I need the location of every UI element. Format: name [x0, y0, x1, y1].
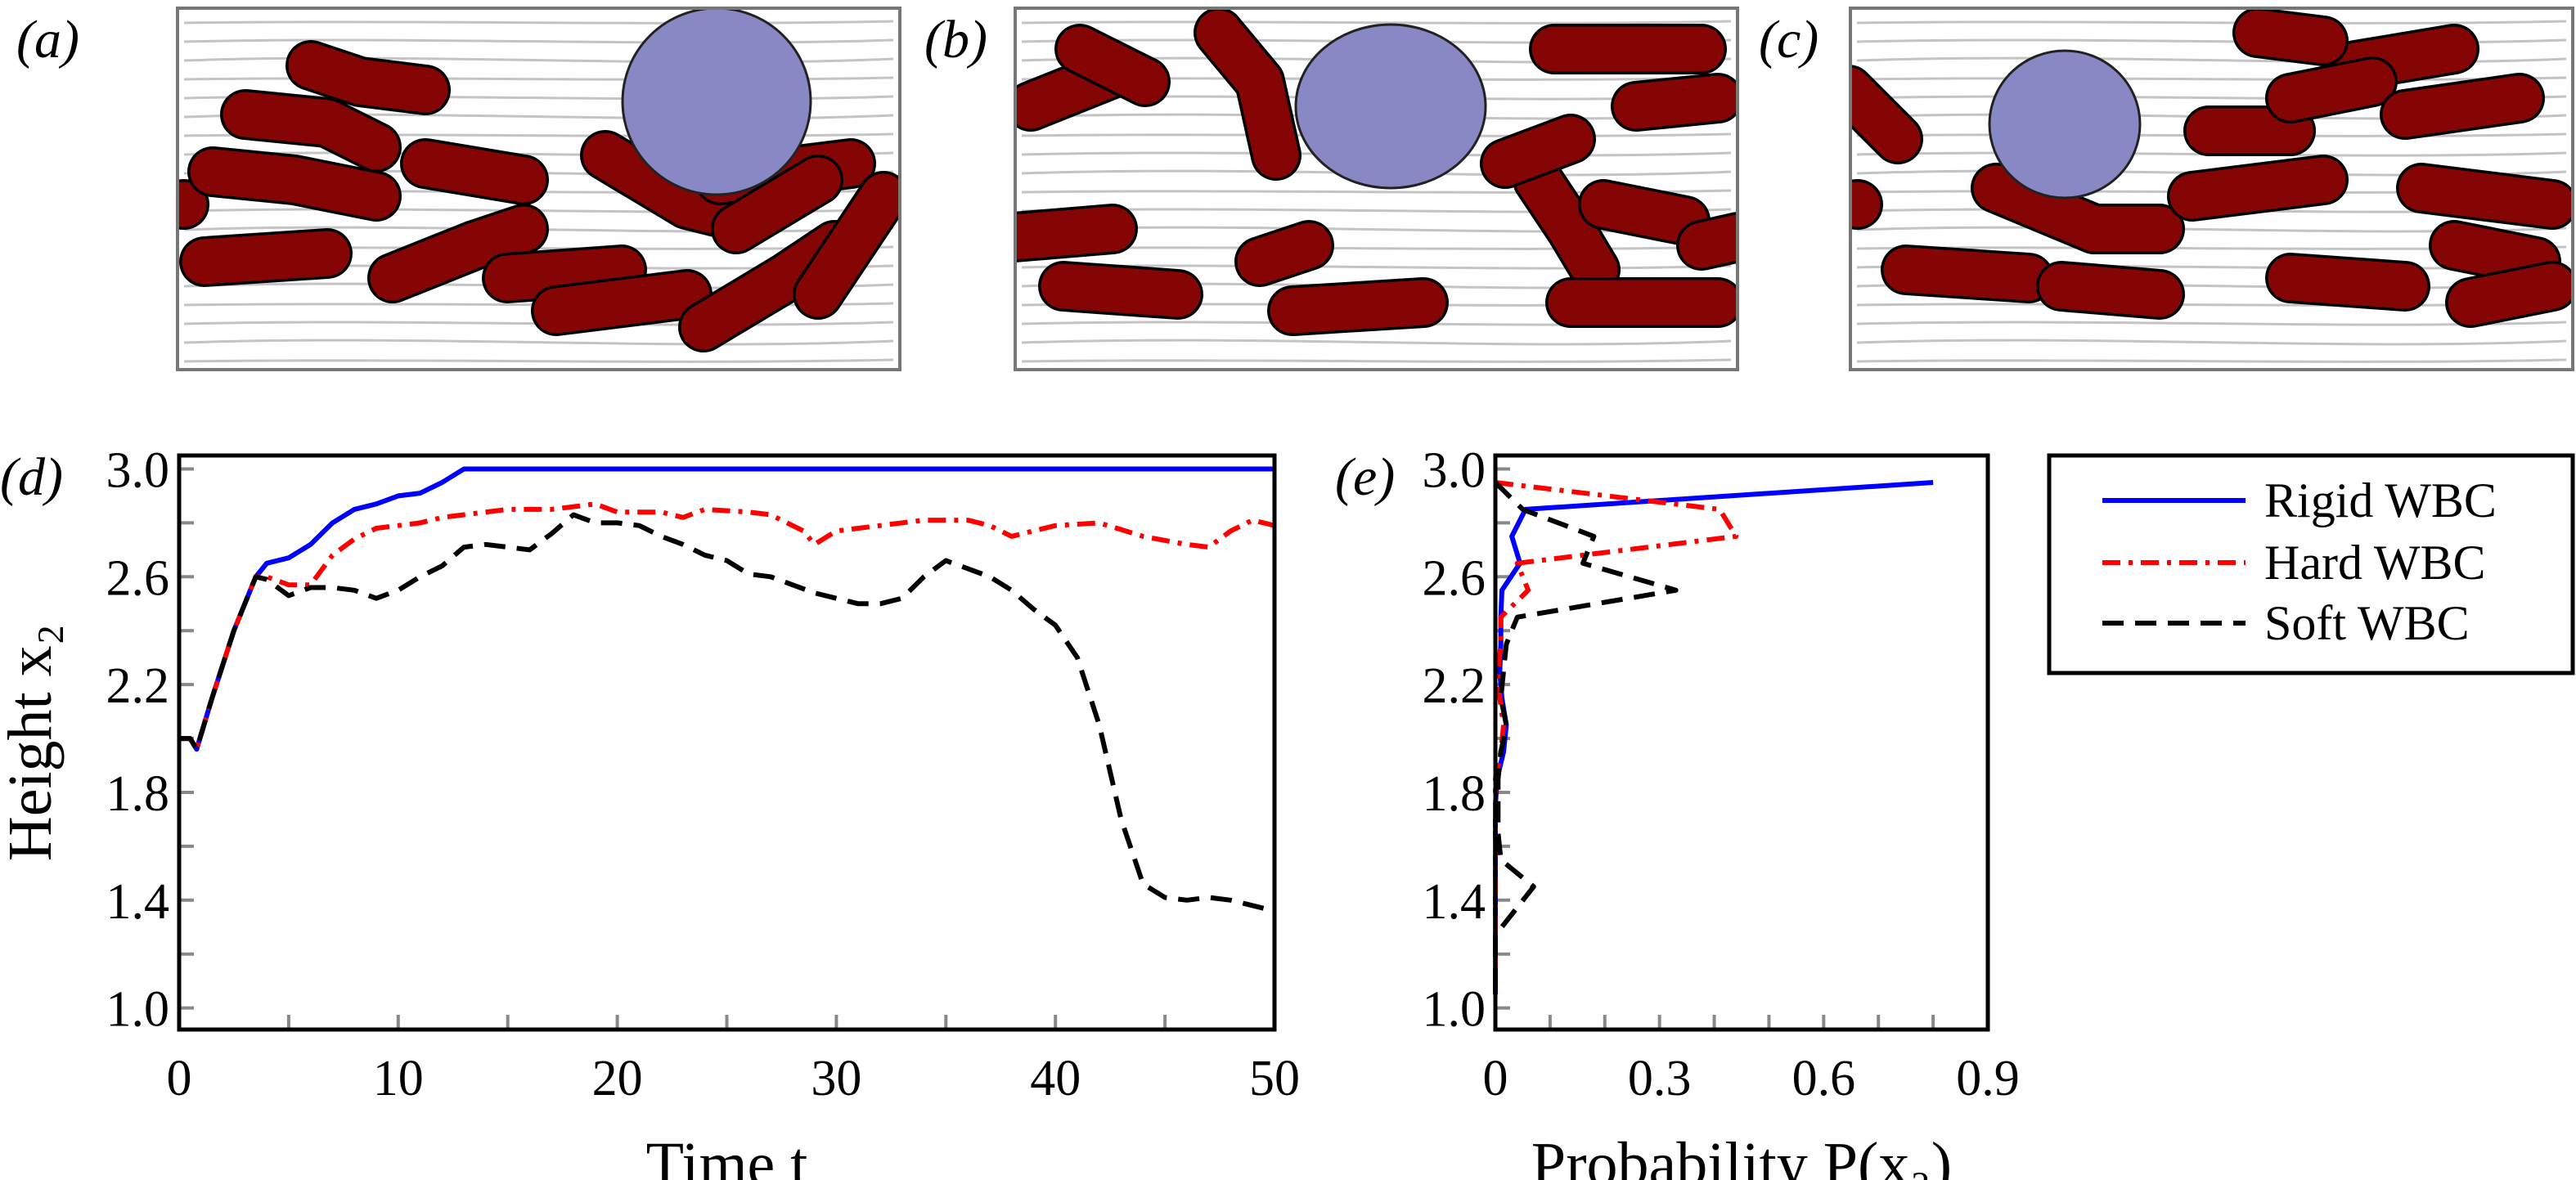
red-blood-cell: [1850, 67, 1921, 162]
y-axis-label: Height x₂: [0, 624, 65, 861]
panel-label-a: (a): [16, 10, 79, 70]
y-tick-label: 2.6: [106, 550, 170, 606]
legend-box: [2047, 453, 2575, 675]
panel-label-c: (c): [1759, 10, 1818, 70]
x-axis-label: Probability P(x₂): [1531, 1130, 1952, 1180]
panel-label-b: (b): [924, 10, 987, 70]
series-line-hard-wbc: [1493, 480, 1739, 968]
y-tick-label: 1.0: [106, 982, 170, 1038]
red-blood-cell: [2448, 263, 2573, 325]
streamline: [183, 339, 894, 346]
red-blood-cell: [402, 141, 546, 203]
simulation-snapshots: [176, 7, 2574, 371]
red-blood-cell: [1015, 206, 1135, 260]
red-blood-cell: [2169, 157, 2346, 219]
snapshot-frame: [1014, 7, 1739, 371]
legend-label-hard: Hard WBC: [2264, 536, 2486, 590]
y-tick-label: 2.6: [1423, 550, 1486, 606]
red-blood-cell: [1883, 247, 2052, 301]
streamline: [1856, 339, 2567, 346]
x-tick-label: 0.9: [1956, 1051, 2020, 1106]
red-blood-cell: [2398, 165, 2573, 227]
red-blood-cell: [2235, 10, 2346, 64]
streamline: [1021, 20, 1732, 25]
streamline: [183, 358, 894, 363]
x-tick-label: 0: [167, 1051, 192, 1106]
red-blood-cell: [182, 231, 350, 285]
red-blood-cell: [484, 247, 645, 301]
white-blood-cell: [1988, 49, 2142, 200]
chart-probability: 1.0 1.4 1.8 2.2 2.6 3.0 0 0.3 0.6 0.9Probability …: [1423, 442, 2020, 1180]
red-blood-cell: [533, 271, 710, 334]
x-tick-label: 0: [1483, 1051, 1508, 1106]
streamline: [1856, 76, 2567, 81]
red-blood-cell: [1196, 10, 1299, 178]
x-tick-label: 30: [811, 1051, 861, 1106]
streamline: [1021, 358, 1732, 363]
red-blood-cell: [713, 157, 841, 252]
red-blood-cell: [2382, 75, 2542, 137]
streamline: [1021, 339, 1732, 346]
y-tick-label: 3.0: [106, 442, 170, 498]
red-blood-cell: [223, 92, 399, 170]
snapshot-panel: [1014, 7, 1739, 371]
red-blood-cell: [582, 132, 743, 236]
panel-label-d: (d): [0, 447, 63, 507]
x-tick-label: 10: [373, 1051, 424, 1106]
panel-label-e: (e): [1335, 447, 1395, 507]
y-tick-label: 2.2: [106, 658, 170, 714]
red-blood-cell: [1515, 157, 1618, 293]
red-blood-cell: [1270, 280, 1446, 334]
x-tick-label: 20: [592, 1051, 643, 1106]
streamline: [1856, 358, 2567, 363]
snapshot-frame: [1849, 7, 2574, 371]
plot-frame: [177, 453, 1277, 1032]
streamline: [1856, 20, 2567, 25]
red-blood-cell: [1057, 26, 1168, 105]
red-blood-cell: [2039, 263, 2183, 317]
y-tick-label: 1.0: [1423, 982, 1486, 1038]
y-tick-label: 2.2: [1423, 658, 1486, 714]
red-blood-cell: [1973, 165, 2183, 252]
legend: Rigid WBC Hard WBC Soft WBC: [2047, 453, 2575, 675]
series-line-hard-wbc: [179, 501, 1275, 752]
y-tick-label: 1.4: [1423, 874, 1486, 930]
red-blood-cell: [2268, 59, 2395, 121]
x-tick-label: 40: [1030, 1051, 1081, 1106]
legend-label-soft: Soft WBC: [2264, 596, 2470, 650]
red-blood-cell: [190, 149, 399, 219]
snapshot-frame: [176, 7, 901, 371]
red-blood-cell: [288, 43, 448, 113]
white-blood-cell: [621, 8, 812, 196]
red-blood-cell: [1237, 222, 1332, 285]
red-blood-cell: [2431, 222, 2559, 285]
x-tick-label: 0.3: [1628, 1051, 1692, 1106]
y-tick-label: 3.0: [1423, 442, 1486, 498]
series-line-soft-wbc: [179, 512, 1275, 913]
x-axis-label: Time t: [646, 1130, 808, 1180]
red-blood-cell: [2268, 255, 2428, 309]
x-tick-label: 50: [1249, 1051, 1300, 1106]
red-blood-cell: [1580, 182, 1708, 244]
streamline: [183, 20, 894, 25]
plot-frame: [1493, 453, 1990, 1032]
legend-label-rigid: Rigid WBC: [2264, 473, 2497, 527]
streamline: [183, 38, 894, 44]
red-blood-cell: [1482, 116, 1594, 186]
red-blood-cell: [370, 206, 546, 301]
chart-height-vs-time: 1.0 1.4 1.8 2.2 2.6 3.0 0 10 20 30 40 50 Time t Heigh…: [0, 442, 1300, 1180]
y-tick-label: 1.4: [106, 874, 170, 930]
red-blood-cell: [1679, 214, 1738, 268]
y-tick-label: 1.8: [106, 766, 170, 822]
snapshot-panel: [176, 7, 901, 371]
snapshot-panel: [1849, 7, 2574, 371]
red-blood-cell: [1613, 75, 1738, 129]
x-tick-label: 0.6: [1792, 1051, 1856, 1106]
red-blood-cell: [1041, 263, 1201, 317]
series-line-soft-wbc: [1493, 480, 1679, 995]
y-tick-label: 1.8: [1423, 766, 1486, 822]
white-blood-cell: [1294, 23, 1487, 190]
red-blood-cell: [795, 173, 900, 317]
